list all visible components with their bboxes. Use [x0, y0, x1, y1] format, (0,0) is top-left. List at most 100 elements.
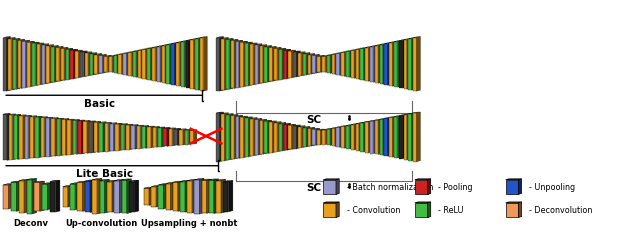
- Polygon shape: [187, 181, 193, 213]
- Polygon shape: [407, 39, 411, 89]
- Polygon shape: [129, 180, 139, 182]
- Polygon shape: [341, 125, 348, 126]
- Polygon shape: [120, 124, 124, 150]
- Polygon shape: [179, 129, 186, 130]
- Polygon shape: [104, 56, 108, 72]
- Polygon shape: [341, 126, 344, 148]
- Polygon shape: [94, 122, 98, 152]
- Polygon shape: [344, 125, 348, 148]
- Polygon shape: [32, 43, 35, 86]
- Polygon shape: [85, 53, 88, 76]
- Polygon shape: [42, 184, 47, 209]
- Polygon shape: [88, 121, 95, 122]
- Polygon shape: [174, 129, 178, 146]
- Polygon shape: [394, 42, 397, 87]
- Polygon shape: [162, 127, 165, 147]
- Polygon shape: [60, 46, 63, 81]
- Polygon shape: [288, 51, 292, 78]
- Polygon shape: [142, 126, 146, 148]
- Polygon shape: [244, 41, 248, 87]
- Polygon shape: [186, 40, 193, 41]
- Polygon shape: [365, 48, 369, 81]
- Polygon shape: [115, 123, 122, 124]
- Polygon shape: [408, 114, 412, 161]
- Polygon shape: [220, 37, 223, 91]
- Polygon shape: [380, 43, 387, 44]
- Polygon shape: [191, 40, 194, 89]
- Polygon shape: [260, 45, 267, 46]
- Polygon shape: [35, 181, 44, 182]
- Polygon shape: [167, 127, 170, 147]
- Polygon shape: [110, 123, 114, 151]
- Polygon shape: [83, 51, 87, 77]
- Polygon shape: [221, 114, 225, 161]
- Polygon shape: [229, 114, 233, 160]
- Polygon shape: [337, 52, 344, 53]
- Polygon shape: [3, 114, 7, 160]
- Polygon shape: [150, 48, 154, 80]
- Polygon shape: [344, 52, 348, 76]
- Polygon shape: [506, 180, 518, 194]
- Polygon shape: [161, 44, 169, 45]
- Polygon shape: [76, 183, 80, 209]
- Polygon shape: [282, 122, 286, 151]
- Polygon shape: [147, 126, 154, 127]
- Polygon shape: [8, 39, 12, 90]
- Polygon shape: [14, 114, 21, 115]
- Polygon shape: [133, 51, 140, 52]
- Polygon shape: [104, 122, 111, 123]
- Polygon shape: [389, 43, 392, 86]
- Polygon shape: [417, 112, 420, 162]
- Polygon shape: [47, 45, 54, 46]
- Polygon shape: [407, 114, 411, 160]
- Polygon shape: [54, 46, 58, 82]
- Polygon shape: [166, 183, 171, 210]
- Polygon shape: [157, 45, 164, 46]
- Polygon shape: [284, 123, 291, 124]
- Polygon shape: [389, 116, 396, 117]
- Polygon shape: [88, 52, 92, 76]
- Polygon shape: [518, 179, 522, 194]
- Polygon shape: [346, 126, 349, 149]
- Polygon shape: [337, 127, 340, 147]
- Polygon shape: [56, 46, 63, 47]
- Polygon shape: [76, 120, 79, 154]
- Polygon shape: [108, 122, 111, 152]
- Polygon shape: [99, 122, 103, 152]
- Polygon shape: [122, 53, 125, 74]
- Polygon shape: [284, 124, 287, 150]
- Polygon shape: [214, 179, 218, 214]
- Polygon shape: [279, 49, 282, 79]
- Polygon shape: [114, 55, 117, 73]
- Polygon shape: [127, 52, 131, 75]
- Polygon shape: [56, 47, 60, 81]
- Polygon shape: [71, 119, 74, 155]
- Polygon shape: [506, 203, 518, 217]
- Polygon shape: [100, 179, 109, 181]
- Polygon shape: [308, 128, 311, 146]
- Polygon shape: [370, 120, 377, 121]
- Polygon shape: [364, 122, 367, 152]
- Polygon shape: [311, 127, 315, 146]
- Polygon shape: [428, 202, 431, 217]
- Polygon shape: [263, 45, 267, 83]
- Polygon shape: [200, 38, 204, 91]
- Polygon shape: [129, 182, 134, 212]
- Polygon shape: [30, 116, 37, 117]
- Polygon shape: [85, 52, 92, 53]
- Polygon shape: [412, 38, 415, 90]
- Polygon shape: [95, 54, 102, 55]
- Polygon shape: [322, 56, 325, 72]
- Polygon shape: [337, 126, 344, 127]
- Polygon shape: [70, 184, 76, 209]
- Polygon shape: [14, 115, 18, 159]
- Polygon shape: [273, 46, 276, 81]
- Polygon shape: [380, 119, 383, 155]
- Polygon shape: [184, 129, 191, 130]
- Polygon shape: [370, 121, 373, 154]
- Polygon shape: [255, 120, 258, 155]
- Polygon shape: [399, 116, 402, 159]
- Polygon shape: [32, 42, 39, 43]
- Polygon shape: [298, 53, 301, 76]
- Polygon shape: [78, 121, 82, 154]
